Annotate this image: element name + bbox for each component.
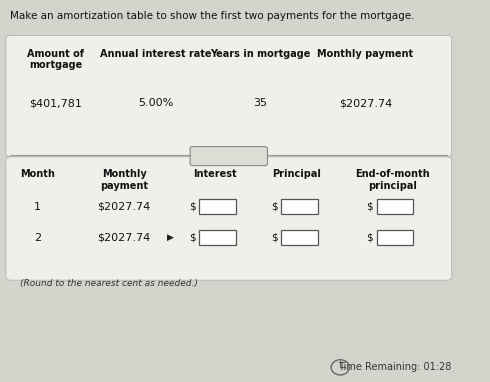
Text: Annual interest rate: Annual interest rate [100, 49, 212, 59]
Text: $: $ [189, 233, 196, 243]
FancyBboxPatch shape [377, 199, 413, 214]
FancyBboxPatch shape [377, 230, 413, 245]
Text: ...: ... [224, 151, 233, 161]
FancyBboxPatch shape [6, 36, 452, 157]
Text: Time Remaining: 01:28: Time Remaining: 01:28 [338, 362, 452, 372]
Text: Principal: Principal [272, 169, 321, 179]
Text: End-of-month
principal: End-of-month principal [355, 169, 430, 191]
Text: Monthly payment: Monthly payment [317, 49, 414, 59]
Text: $: $ [271, 233, 277, 243]
Text: Monthly
payment: Monthly payment [100, 169, 148, 191]
Text: $: $ [367, 202, 373, 212]
Text: $: $ [367, 233, 373, 243]
Text: $: $ [189, 202, 196, 212]
FancyBboxPatch shape [199, 199, 236, 214]
Text: Month: Month [21, 169, 55, 179]
Text: Interest: Interest [194, 169, 237, 179]
FancyBboxPatch shape [199, 230, 236, 245]
Text: $401,781: $401,781 [29, 98, 82, 108]
FancyBboxPatch shape [281, 230, 318, 245]
Text: 35: 35 [254, 98, 268, 108]
Text: $2027.74: $2027.74 [98, 233, 151, 243]
Text: ▶: ▶ [168, 233, 174, 242]
Text: 1: 1 [34, 202, 41, 212]
Text: Make an amortization table to show the first two payments for the mortgage.: Make an amortization table to show the f… [10, 11, 415, 21]
FancyBboxPatch shape [6, 157, 452, 280]
Text: (Round to the nearest cent as needed.): (Round to the nearest cent as needed.) [20, 279, 197, 288]
Text: $2027.74: $2027.74 [339, 98, 392, 108]
FancyBboxPatch shape [190, 147, 268, 165]
Text: $: $ [271, 202, 277, 212]
Text: 5.00%: 5.00% [138, 98, 173, 108]
Text: Amount of
mortgage: Amount of mortgage [27, 49, 84, 70]
Text: 2: 2 [34, 233, 41, 243]
Text: Years in mortgage: Years in mortgage [211, 49, 311, 59]
Text: $2027.74: $2027.74 [98, 202, 151, 212]
FancyBboxPatch shape [281, 199, 318, 214]
